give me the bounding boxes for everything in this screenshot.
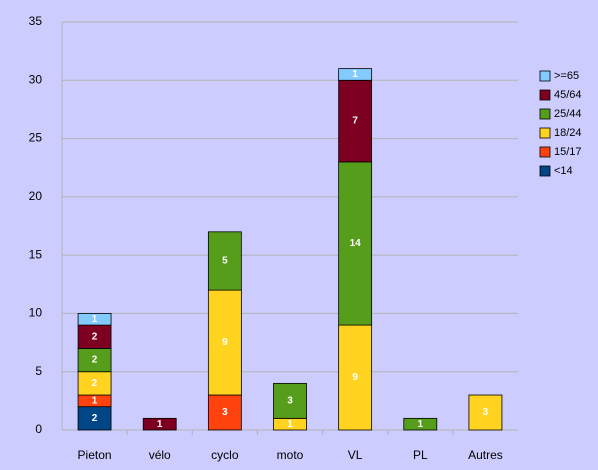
legend-swatch xyxy=(539,108,551,120)
bar-segment xyxy=(338,68,373,81)
y-tick-label: 5 xyxy=(35,364,42,378)
value-label: 3 xyxy=(287,395,293,406)
legend-swatch xyxy=(539,146,551,158)
value-label: 14 xyxy=(350,238,362,249)
legend-label: 15/17 xyxy=(554,146,582,158)
value-label: 1 xyxy=(92,395,98,406)
value-label: 3 xyxy=(483,407,489,418)
x-tick-label: Autres xyxy=(468,448,503,462)
value-label: 7 xyxy=(352,116,358,127)
x-tick-label: moto xyxy=(277,448,304,462)
value-label: 2 xyxy=(92,413,98,424)
y-tick-label: 30 xyxy=(29,72,43,86)
x-tick-label: VL xyxy=(348,448,363,462)
bar-segment xyxy=(273,382,307,419)
y-tick-label: 0 xyxy=(35,422,42,436)
value-label: 9 xyxy=(352,372,358,383)
bar-segment xyxy=(207,231,242,291)
value-label: 1 xyxy=(157,419,163,430)
bar-segment xyxy=(338,324,373,431)
value-label: 2 xyxy=(92,355,98,366)
bar-segment xyxy=(338,79,373,163)
value-label: 5 xyxy=(222,256,228,267)
bar-segment xyxy=(207,289,242,396)
legend-swatch xyxy=(539,165,551,177)
y-tick-label: 25 xyxy=(29,131,43,145)
legend-label: 45/64 xyxy=(554,89,582,101)
legend-label: >=65 xyxy=(554,70,579,82)
value-label: 1 xyxy=(287,419,293,430)
legend-label: <14 xyxy=(554,165,573,177)
value-label: 1 xyxy=(352,69,358,80)
value-label: 1 xyxy=(92,314,98,325)
y-tick-label: 35 xyxy=(29,14,43,28)
y-tick-label: 20 xyxy=(29,189,43,203)
bar-segment xyxy=(403,417,438,431)
bar-segment xyxy=(77,313,112,326)
legend-swatch xyxy=(539,70,551,82)
value-label: 2 xyxy=(92,331,98,342)
value-label: 2 xyxy=(92,378,98,389)
x-tick-label: cyclo xyxy=(211,448,239,462)
legend-label: 25/44 xyxy=(554,108,582,120)
x-tick-label: vélo xyxy=(149,448,171,462)
bar-segment xyxy=(338,161,373,326)
bar-segment xyxy=(142,417,177,431)
bar-segment xyxy=(468,394,503,431)
value-label: 3 xyxy=(222,407,228,418)
value-label: 9 xyxy=(222,337,228,348)
legend-swatch xyxy=(539,89,551,101)
value-label: 1 xyxy=(418,419,424,430)
y-tick-label: 15 xyxy=(29,247,43,261)
x-tick-label: Pieton xyxy=(78,448,112,462)
x-tick-label: PL xyxy=(413,448,428,462)
legend-swatch xyxy=(539,127,551,139)
legend-label: 18/24 xyxy=(554,127,582,139)
bar-segment xyxy=(207,394,242,431)
y-tick-label: 10 xyxy=(29,306,43,320)
